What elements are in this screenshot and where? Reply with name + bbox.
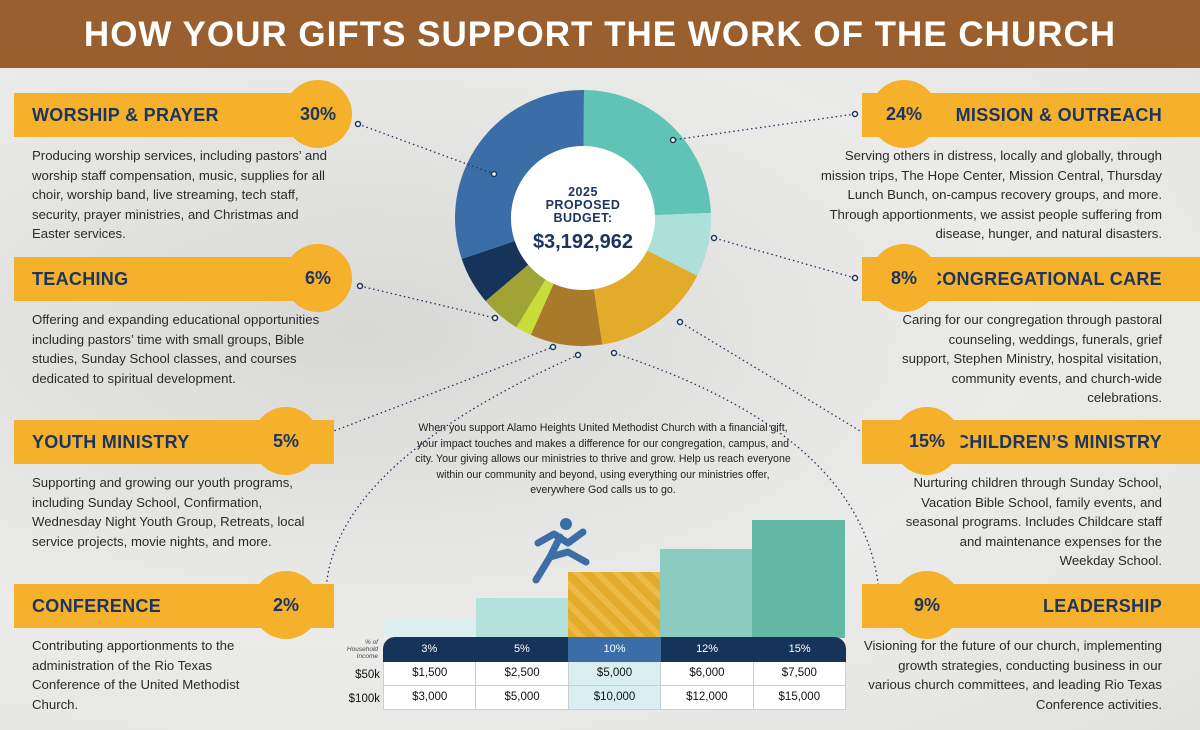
table-cell: $2,500 xyxy=(476,662,569,685)
donut-slice-children-s-ministry xyxy=(593,250,698,345)
category-teaching: TEACHING xyxy=(14,257,334,301)
table-cell: $3,000 xyxy=(384,686,477,709)
pct-badge: 15% xyxy=(893,407,961,475)
donut-slice-teaching xyxy=(461,241,529,302)
budget-center-label: 2025 PROPOSED BUDGET: $3,192,962 xyxy=(523,186,643,254)
header-cell: 10% xyxy=(568,637,661,662)
header-cell: 5% xyxy=(513,643,530,655)
giving-table: 3% 5% 10% 12% 15% $1,500 $2,500 $5,000 $… xyxy=(383,637,846,710)
category-description: Caring for our congregation through past… xyxy=(902,312,1162,405)
giving-steps xyxy=(384,520,845,638)
header-cell: 12% xyxy=(696,643,719,655)
donut-slice-youth-ministry xyxy=(485,264,546,328)
table-cell: $12,000 xyxy=(661,686,754,709)
table-row: $3,000 $5,000 $10,000 $12,000 $15,000 xyxy=(383,686,846,710)
category-description: Contributing apportionments to the admin… xyxy=(32,638,240,712)
budget-amount: $3,192,962 xyxy=(532,231,634,253)
table-row: $1,500 $2,500 $5,000 $6,000 $7,500 xyxy=(383,662,846,686)
donut-center xyxy=(511,146,655,290)
donut-slice-leadership xyxy=(530,283,603,346)
category-description: Nurturing children through Sunday School… xyxy=(905,475,1162,568)
pct-badge: 5% xyxy=(252,407,320,475)
header-cell: 15% xyxy=(788,643,811,655)
category-description: Producing worship services, including pa… xyxy=(32,148,327,241)
category-description: Offering and expanding educational oppor… xyxy=(32,312,320,386)
table-cell: $7,500 xyxy=(781,667,817,679)
category-worship-prayer: WORSHIP & PRAYER xyxy=(14,93,334,137)
pct-badge: 6% xyxy=(284,244,352,312)
giving-message: When you support Alamo Heights United Me… xyxy=(415,422,791,497)
step-10pct xyxy=(568,572,660,638)
pct-badge: 30% xyxy=(284,80,352,148)
table-header: 3% 5% 10% 12% 15% xyxy=(383,637,846,662)
connector-lines xyxy=(325,113,881,613)
table-cell: $5,000 xyxy=(568,662,662,685)
step-5pct xyxy=(476,598,568,638)
step-15pct xyxy=(752,520,845,638)
pct-badge: 9% xyxy=(893,571,961,639)
budget-label: PROPOSED xyxy=(545,198,621,212)
pct-badge: 2% xyxy=(252,571,320,639)
pct-badge: 8% xyxy=(870,244,938,312)
category-description: Visioning for the future of our church, … xyxy=(863,638,1162,712)
donut-slice-conference xyxy=(516,279,554,335)
header-cell: 3% xyxy=(421,643,438,655)
category-description: Serving others in distress, locally and … xyxy=(820,148,1162,241)
budget-label: BUDGET: xyxy=(553,211,613,225)
step-3pct xyxy=(384,618,476,638)
step-12pct xyxy=(660,549,752,638)
donut-slice-congregational-care xyxy=(647,212,711,276)
runner-icon xyxy=(532,518,590,584)
category-description: Supporting and growing our youth program… xyxy=(32,475,305,549)
row-label-100k: $100k xyxy=(348,693,380,705)
table-cell: $6,000 xyxy=(661,662,754,685)
table-cell: $10,000 xyxy=(568,686,662,709)
table-cell: $1,500 xyxy=(384,662,477,685)
donut-slice-mission-outreach xyxy=(583,90,711,216)
pct-badge: 24% xyxy=(870,80,938,148)
household-income-label: % of Household Income xyxy=(346,639,378,660)
row-label-50k: $50k xyxy=(355,669,380,681)
page-title: HOW YOUR GIFTS SUPPORT THE WORK OF THE C… xyxy=(0,0,1200,68)
table-cell: $5,000 xyxy=(476,686,569,709)
donut-slice-worship-prayer xyxy=(454,89,585,259)
budget-year: 2025 xyxy=(568,185,598,199)
table-cell: $15,000 xyxy=(778,691,821,703)
